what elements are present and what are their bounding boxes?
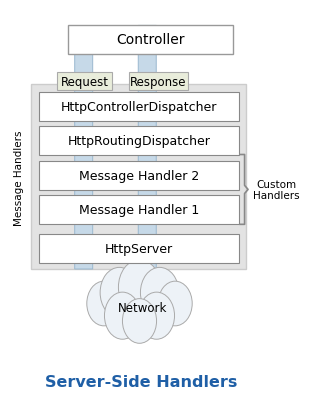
Text: HttpServer: HttpServer <box>105 242 173 255</box>
Text: Request: Request <box>60 75 108 89</box>
FancyBboxPatch shape <box>57 73 112 91</box>
FancyArrow shape <box>132 26 162 286</box>
Text: HttpRoutingDispatcher: HttpRoutingDispatcher <box>67 135 210 148</box>
FancyArrow shape <box>69 26 99 269</box>
FancyBboxPatch shape <box>39 196 239 225</box>
Circle shape <box>158 281 192 326</box>
Text: Message Handler 2: Message Handler 2 <box>79 169 199 182</box>
Circle shape <box>100 268 139 318</box>
Text: Response: Response <box>130 75 186 89</box>
FancyBboxPatch shape <box>68 26 232 55</box>
Text: Custom
Handlers: Custom Handlers <box>253 179 299 201</box>
Circle shape <box>87 281 121 326</box>
Text: Server-Side Handlers: Server-Side Handlers <box>45 374 237 389</box>
Text: Network: Network <box>118 301 167 314</box>
FancyBboxPatch shape <box>39 234 239 263</box>
FancyBboxPatch shape <box>39 127 239 156</box>
Circle shape <box>140 268 179 318</box>
Circle shape <box>122 299 157 343</box>
FancyBboxPatch shape <box>39 92 239 122</box>
Text: Message Handler 1: Message Handler 1 <box>79 204 199 217</box>
Circle shape <box>139 292 175 339</box>
FancyBboxPatch shape <box>39 161 239 190</box>
Text: Message Handlers: Message Handlers <box>14 130 24 226</box>
Text: HttpControllerDispatcher: HttpControllerDispatcher <box>60 100 217 113</box>
FancyBboxPatch shape <box>129 73 188 91</box>
Text: Controller: Controller <box>116 33 184 47</box>
FancyBboxPatch shape <box>31 85 246 269</box>
Circle shape <box>118 260 161 315</box>
Circle shape <box>104 292 140 339</box>
